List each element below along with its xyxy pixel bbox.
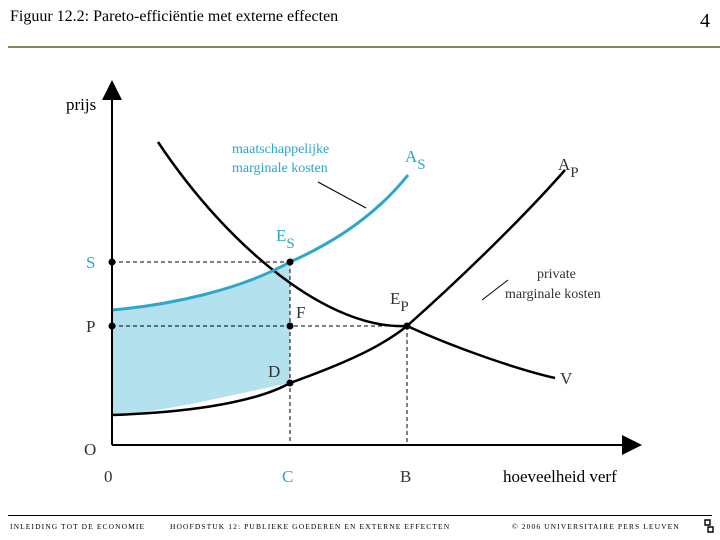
footer-course: INLEIDING TOT DE ECONOMIE: [10, 522, 146, 531]
points: [108, 258, 411, 387]
label-AP: AP: [558, 155, 579, 181]
point-EP: [403, 322, 411, 330]
page-number: 4: [700, 10, 710, 32]
label-D: D: [268, 362, 280, 381]
origin-label: O: [84, 440, 96, 459]
footer-copyright: © 2006 UNIVERSITAIRE PERS LEUVEN: [512, 522, 680, 531]
label-F: F: [296, 303, 305, 322]
point-P-axis: [108, 322, 116, 330]
tick-label-C: C: [282, 467, 293, 486]
label-ES: ES: [276, 226, 295, 252]
social-cost-label-line1: maatschappelijke: [232, 142, 329, 157]
tick-label-B: B: [400, 467, 411, 486]
zero-label: 0: [104, 467, 113, 486]
guide-lines: [112, 261, 408, 445]
point-ES: [286, 258, 294, 266]
x-axis-label: hoeveelheid verf: [503, 467, 617, 486]
label-V: V: [560, 369, 573, 388]
shaded-area: [112, 262, 290, 415]
footer-divider: [8, 515, 712, 516]
private-cost-curve: [111, 169, 566, 417]
y-axis-label: prijs: [66, 95, 96, 114]
private-cost-label-line2: marginale kosten: [505, 287, 601, 302]
figure-title: Figuur 12.2: Pareto-efficiëntie met exte…: [10, 8, 339, 25]
tick-label-P: P: [86, 317, 95, 336]
point-S-axis: [108, 258, 116, 266]
externality-diagram: prijs hoeveelheid verf O 0 S P C B ES F …: [66, 80, 642, 486]
private-cost-label-line1: private: [537, 267, 576, 282]
social-label-pointer: [317, 181, 367, 209]
demand-curve: [156, 141, 556, 380]
label-EP: EP: [390, 289, 409, 315]
label-AS: AS: [405, 147, 426, 173]
publisher-logo-icon: [704, 519, 714, 533]
social-cost-label-line2: marginale kosten: [232, 161, 328, 176]
footer-chapter: HOOFDSTUK 12: PUBLIEKE GOEDEREN EN EXTER…: [170, 522, 451, 531]
header-divider: [8, 46, 720, 48]
tick-label-S: S: [86, 253, 95, 272]
point-F: [286, 322, 294, 330]
point-D: [286, 379, 294, 387]
private-label-pointer: [481, 279, 509, 301]
